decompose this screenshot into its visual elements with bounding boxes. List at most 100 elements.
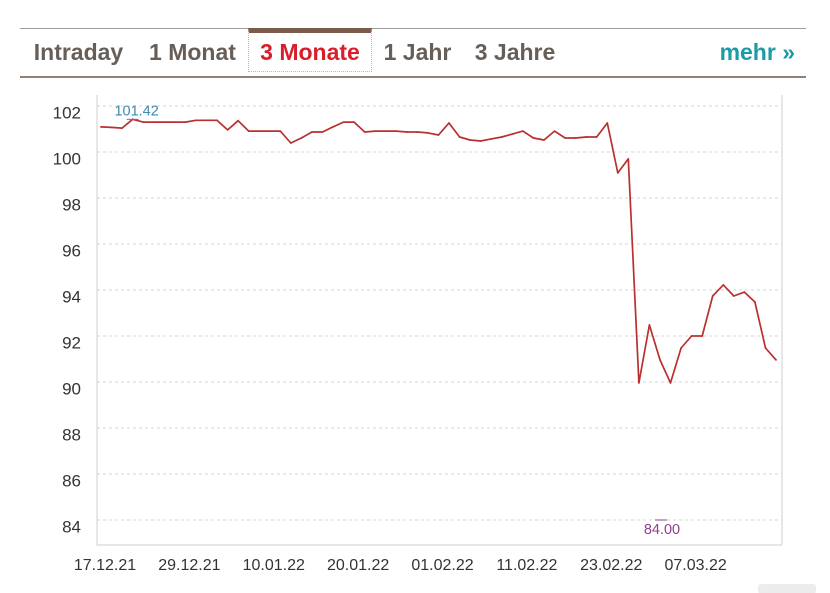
- data-point: [585, 136, 588, 138]
- data-point: [522, 130, 524, 133]
- data-point: [311, 131, 313, 133]
- data-point: [300, 137, 303, 139]
- data-point: [606, 122, 609, 124]
- y-gridlines: [97, 105, 782, 521]
- tab-1-monat[interactable]: 1 Monat: [149, 39, 236, 65]
- data-point: [247, 130, 250, 133]
- data-point: [163, 121, 166, 123]
- more-link[interactable]: mehr »: [719, 39, 795, 65]
- data-point: [448, 122, 450, 124]
- x-tick-label: 23.02.22: [580, 557, 642, 574]
- tab-3-jahre[interactable]: 3 Jahre: [474, 39, 556, 65]
- data-point: [732, 295, 735, 297]
- data-point: [268, 130, 271, 133]
- y-axis-labels: 102 100 98 96 94 92 90 88 86 84: [53, 103, 81, 536]
- data-point: [743, 291, 746, 293]
- data-point: [427, 132, 429, 134]
- data-point: [353, 121, 355, 123]
- plot-frame: [96, 95, 783, 546]
- tab-bar-bottom-border: [20, 76, 806, 78]
- data-point: [595, 136, 598, 138]
- data-point: [100, 126, 102, 128]
- data-point: [711, 295, 714, 297]
- data-point: [258, 130, 261, 133]
- y-tick-label: 84: [62, 517, 81, 536]
- data-point: [690, 335, 693, 337]
- data-point: [395, 130, 398, 133]
- data-point: [764, 347, 767, 349]
- min-value-label: 84.00: [644, 522, 680, 538]
- tab-3-monate[interactable]: 3 Monate: [248, 28, 372, 72]
- x-tick-label: 29.12.21: [158, 557, 220, 574]
- y-tick-label: 98: [62, 195, 81, 214]
- scroll-indicator: [758, 584, 816, 593]
- x-tick-label: 07.03.22: [664, 557, 726, 574]
- data-point: [627, 158, 630, 160]
- data-point: [701, 335, 704, 337]
- data-point: [754, 301, 756, 303]
- data-point: [173, 121, 176, 123]
- data-point: [279, 130, 282, 133]
- y-tick-label: 88: [62, 425, 81, 444]
- data-point: [184, 121, 187, 123]
- data-point: [722, 284, 725, 286]
- x-tick-label: 10.01.22: [243, 557, 305, 574]
- data-point: [216, 119, 218, 122]
- tab-intraday[interactable]: Intraday: [33, 39, 124, 65]
- data-point: [479, 140, 482, 142]
- y-tick-label: 86: [62, 471, 81, 490]
- data-point: [543, 139, 545, 141]
- data-point: [669, 382, 672, 384]
- data-point: [616, 172, 619, 174]
- y-tick-label: 96: [62, 241, 81, 260]
- data-point: [511, 133, 514, 136]
- data-point: [195, 119, 197, 122]
- y-tick-label: 94: [62, 287, 81, 306]
- y-tick-label: 102: [53, 103, 81, 122]
- data-point: [564, 137, 566, 139]
- data-point: [110, 126, 113, 129]
- data-point: [638, 382, 640, 384]
- data-point: [659, 359, 661, 361]
- data-point: [775, 359, 777, 361]
- data-point: [384, 130, 387, 133]
- data-point: [332, 126, 334, 128]
- data-point: [500, 136, 503, 138]
- data-point: [490, 138, 493, 140]
- data-point: [680, 347, 682, 349]
- data-point: [553, 130, 556, 133]
- data-point: [574, 137, 577, 139]
- x-tick-label: 11.02.22: [496, 557, 557, 574]
- data-point: [321, 131, 324, 133]
- series-line: [100, 118, 777, 384]
- data-point: [342, 121, 345, 123]
- data-point: [121, 127, 123, 129]
- tab-bar-top-border: [20, 28, 806, 29]
- y-tick-label: 100: [53, 149, 81, 168]
- data-point: [142, 121, 145, 123]
- data-point: [289, 142, 292, 144]
- data-point: [469, 139, 471, 141]
- data-point: [406, 131, 408, 133]
- data-point: [374, 130, 377, 133]
- max-value-label: 101.42: [114, 103, 158, 119]
- data-point: [648, 324, 651, 326]
- x-tick-label: 20.01.22: [327, 557, 389, 574]
- y-tick-label: 90: [62, 379, 81, 398]
- data-point: [416, 131, 419, 133]
- data-point: [237, 119, 240, 122]
- data-point: [437, 134, 440, 136]
- data-point: [226, 129, 229, 131]
- x-tick-label: 01.02.22: [411, 557, 473, 574]
- y-tick-label: 92: [62, 333, 81, 352]
- data-point: [205, 119, 208, 122]
- x-axis-labels: 17.12.21 29.12.21 10.01.22 20.01.22 01.02.22…: [74, 557, 727, 574]
- x-tick-label: 17.12.21: [74, 557, 136, 574]
- data-point: [458, 136, 461, 138]
- data-point: [363, 131, 366, 133]
- data-point: [152, 121, 155, 123]
- data-point: [532, 137, 535, 139]
- tab-1-jahr[interactable]: 1 Jahr: [383, 39, 452, 65]
